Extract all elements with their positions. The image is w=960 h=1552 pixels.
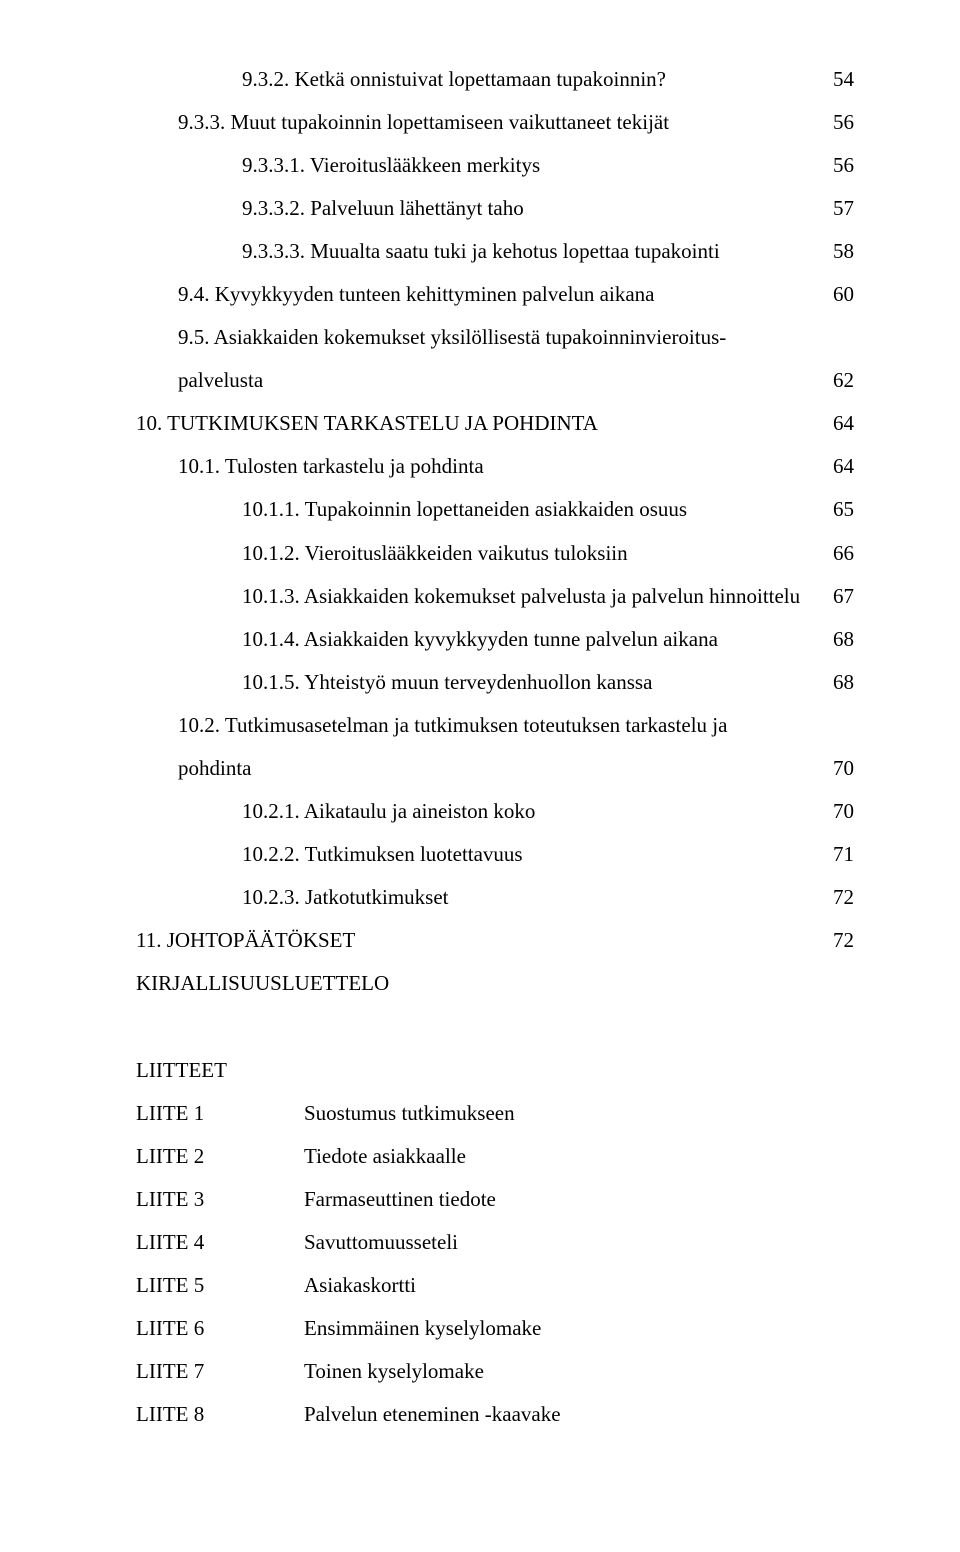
- toc-entry: 10.1.4. Asiakkaiden kyvykkyyden tunne pa…: [136, 618, 854, 661]
- toc-entry: 9.3.3.2. Palveluun lähettänyt taho 57: [136, 187, 854, 230]
- toc-entry-line1: 9.5. Asiakkaiden kokemukset yksilöllises…: [136, 316, 854, 359]
- toc-entry-text: 9.3.3. Muut tupakoinnin lopettamiseen va…: [178, 101, 669, 144]
- toc-entry: 10.2.3. Jatkotutkimukset 72: [136, 876, 854, 919]
- toc-entry: 9.3.3. Muut tupakoinnin lopettamiseen va…: [136, 101, 854, 144]
- toc-entry-page: 64: [817, 445, 854, 488]
- toc-entry-text: 10. TUTKIMUKSEN TARKASTELU JA POHDINTA: [136, 402, 598, 445]
- liite-row: LIITE 6Ensimmäinen kyselylomake: [136, 1307, 854, 1350]
- toc-entry-text: pohdinta: [178, 747, 252, 790]
- toc-entry-text: palvelusta: [178, 359, 263, 402]
- toc-entry-page: 70: [817, 790, 854, 833]
- toc-entry-text: 10.2.1. Aikataulu ja aineiston koko: [242, 790, 535, 833]
- toc-entry-text: 10.2. Tutkimusasetelman ja tutkimuksen t…: [178, 713, 727, 737]
- liite-desc: Tiedote asiakkaalle: [304, 1135, 854, 1178]
- toc-entry: 11. JOHTOPÄÄTÖKSET 72: [136, 919, 854, 962]
- toc-entry-page: 71: [817, 833, 854, 876]
- liitteet-heading: LIITTEET: [136, 1049, 854, 1092]
- toc-entry-page: 65: [817, 488, 854, 531]
- toc-entry-page: 64: [817, 402, 854, 445]
- toc-entry: 9.3.2. Ketkä onnistuivat lopettamaan tup…: [136, 58, 854, 101]
- liite-label: LIITE 4: [136, 1221, 304, 1264]
- table-of-contents: 9.3.2. Ketkä onnistuivat lopettamaan tup…: [136, 58, 854, 1005]
- toc-entry-line2: palvelusta 62: [136, 359, 854, 402]
- toc-entry-page: 67: [817, 575, 854, 618]
- toc-entry-line2: pohdinta 70: [136, 747, 854, 790]
- toc-entry-text: 10.1.1. Tupakoinnin lopettaneiden asiakk…: [242, 488, 687, 531]
- toc-entry-page: 68: [817, 618, 854, 661]
- toc-entry-page: 58: [817, 230, 854, 273]
- toc-entry-page: 70: [817, 747, 854, 790]
- liite-label: LIITE 5: [136, 1264, 304, 1307]
- toc-entry-page: 66: [817, 532, 854, 575]
- liite-label: LIITE 1: [136, 1092, 304, 1135]
- liite-row: LIITE 4Savuttomuusseteli: [136, 1221, 854, 1264]
- toc-entry-text: KIRJALLISUUSLUETTELO: [136, 962, 389, 1005]
- toc-entry-text: 10.1. Tulosten tarkastelu ja pohdinta: [178, 445, 484, 488]
- toc-entry: 10.1.2. Vieroituslääkkeiden vaikutus tul…: [136, 532, 854, 575]
- spacer: [136, 1005, 854, 1049]
- liite-row: LIITE 2Tiedote asiakkaalle: [136, 1135, 854, 1178]
- liite-desc: Suostumus tutkimukseen: [304, 1092, 854, 1135]
- toc-entry-page: 68: [817, 661, 854, 704]
- toc-entry-text: 9.3.3.1. Vieroituslääkkeen merkitys: [242, 144, 540, 187]
- toc-entry: 9.3.3.1. Vieroituslääkkeen merkitys 56: [136, 144, 854, 187]
- toc-entry-page: 72: [817, 876, 854, 919]
- toc-entry-text: 10.2.2. Tutkimuksen luotettavuus: [242, 833, 523, 876]
- toc-entry-page: 62: [817, 359, 854, 402]
- toc-entry-text: 10.1.5. Yhteistyö muun terveydenhuollon …: [242, 661, 652, 704]
- toc-entry-text: 9.3.3.2. Palveluun lähettänyt taho: [242, 187, 524, 230]
- toc-entry-text: 10.2.3. Jatkotutkimukset: [242, 876, 449, 919]
- toc-entry: 10.1. Tulosten tarkastelu ja pohdinta 64: [136, 445, 854, 488]
- toc-entry-text: 11. JOHTOPÄÄTÖKSET: [136, 919, 355, 962]
- liite-row: LIITE 5Asiakaskortti: [136, 1264, 854, 1307]
- toc-entry-text: 9.3.3.3. Muualta saatu tuki ja kehotus l…: [242, 230, 720, 273]
- toc-entry-page: 54: [817, 58, 854, 101]
- toc-entry-text: 10.1.3. Asiakkaiden kokemukset palvelust…: [242, 575, 800, 618]
- toc-entry-text: 9.3.2. Ketkä onnistuivat lopettamaan tup…: [242, 58, 666, 101]
- toc-entry-page: 60: [817, 273, 854, 316]
- liite-row: LIITE 1Suostumus tutkimukseen: [136, 1092, 854, 1135]
- toc-entry-page: 72: [817, 919, 854, 962]
- liitteet-list: LIITE 1Suostumus tutkimukseenLIITE 2Tied…: [136, 1092, 854, 1436]
- liite-desc: Savuttomuusseteli: [304, 1221, 854, 1264]
- toc-entry-page: 56: [817, 144, 854, 187]
- liite-desc: Palvelun eteneminen -kaavake: [304, 1393, 854, 1436]
- liite-row: LIITE 3Farmaseuttinen tiedote: [136, 1178, 854, 1221]
- liite-label: LIITE 2: [136, 1135, 304, 1178]
- toc-entry-text: 10.1.2. Vieroituslääkkeiden vaikutus tul…: [242, 532, 628, 575]
- toc-entry: 10.1.1. Tupakoinnin lopettaneiden asiakk…: [136, 488, 854, 531]
- toc-entry-text: 10.1.4. Asiakkaiden kyvykkyyden tunne pa…: [242, 618, 718, 661]
- toc-entry-page: 56: [817, 101, 854, 144]
- liite-desc: Farmaseuttinen tiedote: [304, 1178, 854, 1221]
- toc-entry: 10.1.3. Asiakkaiden kokemukset palvelust…: [136, 575, 854, 618]
- toc-entry: 10.1.5. Yhteistyö muun terveydenhuollon …: [136, 661, 854, 704]
- toc-entry: KIRJALLISUUSLUETTELO: [136, 962, 854, 1005]
- toc-entry-text: 9.4. Kyvykkyyden tunteen kehittyminen pa…: [178, 273, 654, 316]
- toc-entry: 9.4. Kyvykkyyden tunteen kehittyminen pa…: [136, 273, 854, 316]
- toc-entry-text: 9.5. Asiakkaiden kokemukset yksilöllises…: [178, 325, 726, 349]
- liite-desc: Toinen kyselylomake: [304, 1350, 854, 1393]
- liite-label: LIITE 7: [136, 1350, 304, 1393]
- toc-entry: 9.3.3.3. Muualta saatu tuki ja kehotus l…: [136, 230, 854, 273]
- toc-entry: 10.2.1. Aikataulu ja aineiston koko 70: [136, 790, 854, 833]
- liite-row: LIITE 7Toinen kyselylomake: [136, 1350, 854, 1393]
- toc-entry-line1: 10.2. Tutkimusasetelman ja tutkimuksen t…: [136, 704, 854, 747]
- liite-desc: Asiakaskortti: [304, 1264, 854, 1307]
- toc-entry: 10.2.2. Tutkimuksen luotettavuus 71: [136, 833, 854, 876]
- toc-entry: 10. TUTKIMUKSEN TARKASTELU JA POHDINTA 64: [136, 402, 854, 445]
- liite-desc: Ensimmäinen kyselylomake: [304, 1307, 854, 1350]
- liite-label: LIITE 8: [136, 1393, 304, 1436]
- liite-label: LIITE 6: [136, 1307, 304, 1350]
- liite-label: LIITE 3: [136, 1178, 304, 1221]
- liite-row: LIITE 8Palvelun eteneminen -kaavake: [136, 1393, 854, 1436]
- toc-entry-page: 57: [817, 187, 854, 230]
